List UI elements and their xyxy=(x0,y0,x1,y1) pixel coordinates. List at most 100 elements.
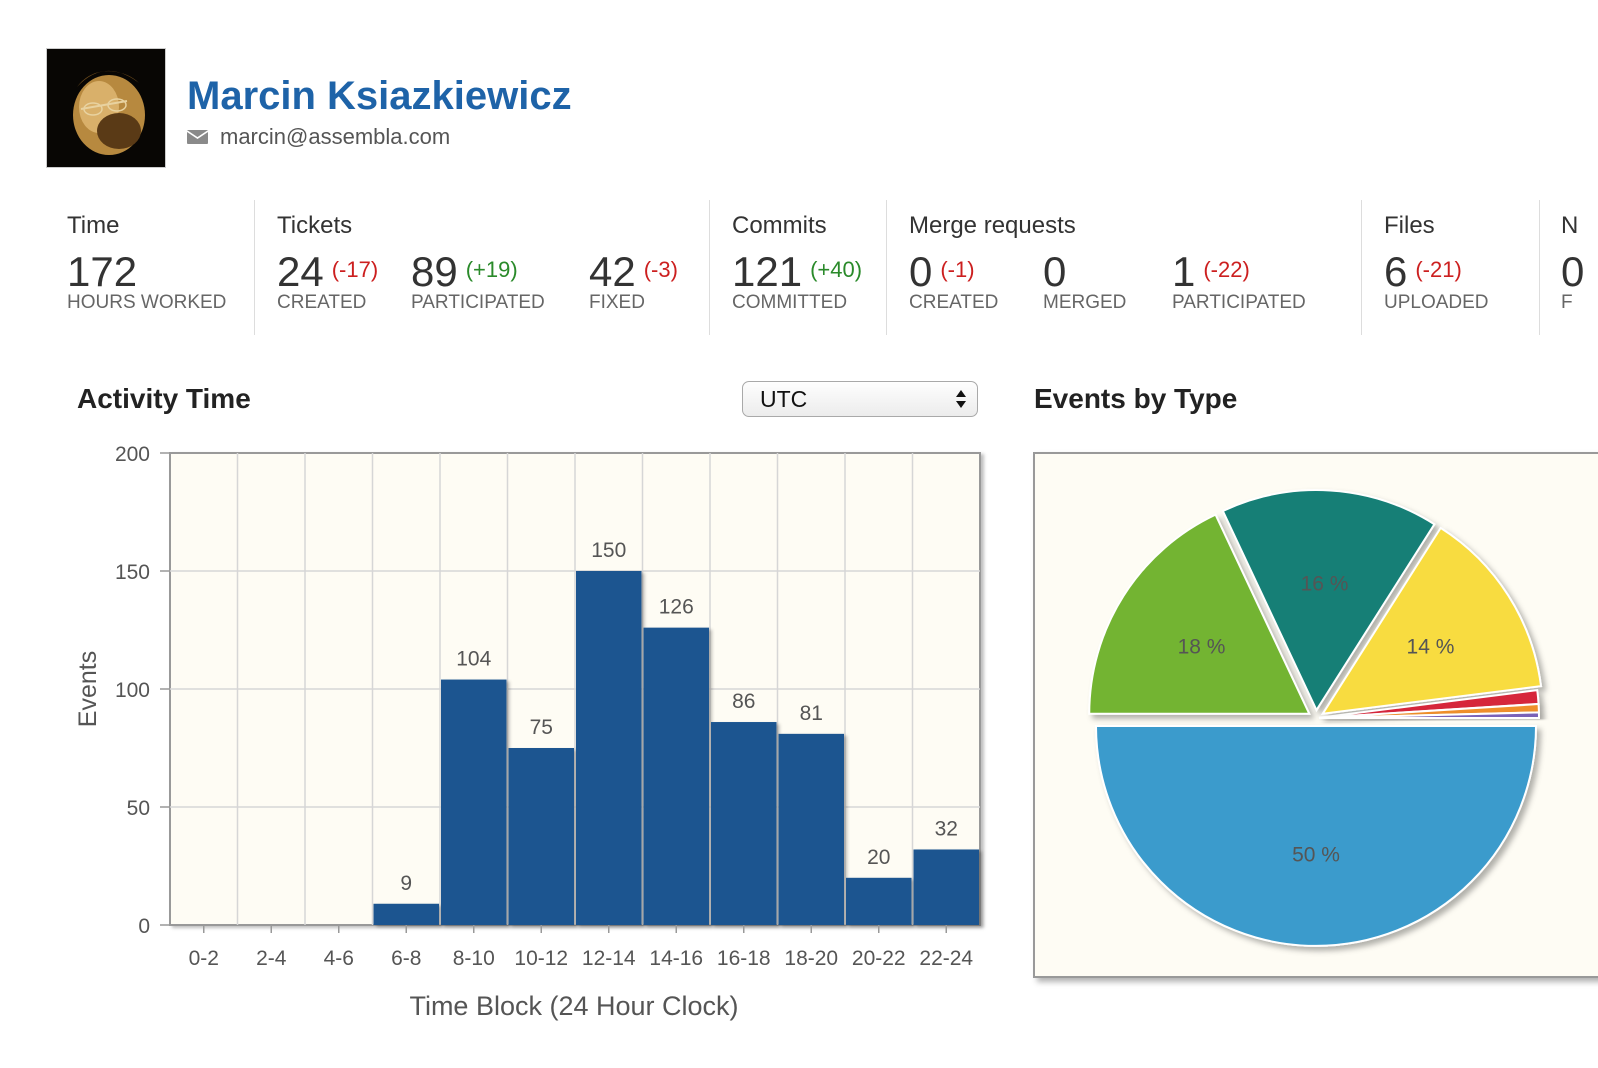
stat-value: 6 xyxy=(1384,248,1408,295)
stat-value: 0 xyxy=(909,248,933,295)
stat-delta: (-22) xyxy=(1203,257,1250,282)
activity-bar-chart: 9 104 75 150 126 86 81 20 32 0 50 100 150 200 0-2 2-4… xyxy=(74,443,981,1021)
x-tick-label: 14-16 xyxy=(649,947,703,970)
stat-value: 89 xyxy=(411,248,458,295)
x-tick-label: 0-2 xyxy=(189,947,219,970)
stat-label: FIXED xyxy=(589,292,645,313)
bar-18-20[interactable] xyxy=(778,733,845,925)
stat-title-time: Time xyxy=(67,212,120,239)
x-tick-label: 2-4 xyxy=(256,947,287,970)
x-axis: 0-2 2-4 4-6 6-8 8-10 10-12 12-14 14-16 16-18 18-2… xyxy=(189,925,973,970)
stat-files-uploaded[interactable]: 6 (-21) xyxy=(1384,248,1462,296)
stat-time-hours: 172 xyxy=(67,248,137,296)
x-tick-label: 8-10 xyxy=(453,947,495,970)
pie-slice[interactable] xyxy=(1318,711,1541,719)
stat-mr-merged[interactable]: 0 xyxy=(1043,248,1066,296)
stat-value: 0 xyxy=(1561,248,1585,295)
bar-20-22[interactable] xyxy=(846,877,912,925)
stat-delta: (+19) xyxy=(465,257,518,282)
pie-slice[interactable] xyxy=(1221,489,1436,713)
timezone-value: UTC xyxy=(760,386,808,412)
bar-value-label: 86 xyxy=(732,690,755,713)
stat-divider xyxy=(1539,200,1540,335)
x-axis-title: Time Block (24 Hour Clock) xyxy=(409,991,738,1021)
avatar[interactable] xyxy=(46,48,166,168)
x-tick-label: 10-12 xyxy=(514,947,568,970)
stat-tickets-participated[interactable]: 89 (+19) xyxy=(411,248,518,296)
activity-time-title: Activity Time xyxy=(77,383,251,414)
stat-value: 1 xyxy=(1172,248,1196,295)
bar-22-24[interactable] xyxy=(913,849,980,925)
stat-label: PARTICIPATED xyxy=(411,292,545,313)
stat-cutoff-item[interactable]: 0 xyxy=(1561,248,1584,296)
pie-slice-label: 18 % xyxy=(1178,635,1226,658)
bar-value-label: 9 xyxy=(400,872,412,895)
events-by-type-title: Events by Type xyxy=(1034,383,1238,414)
stat-title-merge-requests: Merge requests xyxy=(909,212,1076,239)
y-tick-label: 0 xyxy=(138,915,150,938)
stat-divider xyxy=(709,200,710,335)
stat-tickets-fixed[interactable]: 42 (-3) xyxy=(589,248,678,296)
stats-bar: Time 172 HOURS WORKED Tickets 24 (-17) CR… xyxy=(0,200,1598,335)
bar-value-label: 81 xyxy=(800,702,823,725)
stat-mr-participated[interactable]: 1 (-22) xyxy=(1172,248,1250,296)
select-arrows-icon xyxy=(956,390,966,408)
stat-divider xyxy=(1361,200,1362,335)
pie-slice[interactable] xyxy=(1094,725,1538,947)
bar-value-label: 32 xyxy=(935,817,958,840)
envelope-icon xyxy=(187,130,208,144)
y-tick-label: 200 xyxy=(115,443,150,466)
x-tick-label: 18-20 xyxy=(784,947,838,970)
timezone-select[interactable]: UTC xyxy=(742,381,978,417)
bar-value-label: 126 xyxy=(659,596,694,619)
y-tick-label: 50 xyxy=(127,797,150,820)
bar-14-16[interactable] xyxy=(643,627,710,925)
user-name[interactable]: Marcin Ksiazkiewicz xyxy=(187,74,572,118)
stat-delta: (-17) xyxy=(331,257,379,282)
x-tick-label: 6-8 xyxy=(391,947,421,970)
x-tick-label: 22-24 xyxy=(919,947,973,970)
bar-12-14[interactable] xyxy=(576,571,642,925)
pie-slice-label: 50 % xyxy=(1292,844,1340,867)
y-tick-label: 100 xyxy=(115,679,150,702)
bar-6-8[interactable] xyxy=(373,903,440,925)
stat-mr-created[interactable]: 0 (-1) xyxy=(909,248,975,296)
stat-label: PARTICIPATED xyxy=(1172,292,1306,313)
bar-labels: 9 104 75 150 126 86 81 20 32 xyxy=(400,539,958,895)
x-tick-label: 20-22 xyxy=(852,947,906,970)
stat-label: MERGED xyxy=(1043,292,1127,313)
y-axis: 0 50 100 150 200 xyxy=(115,443,170,938)
bar-value-label: 20 xyxy=(867,846,890,869)
avatar-photo xyxy=(47,49,165,167)
stat-value: 172 xyxy=(67,248,138,295)
pie-slice[interactable] xyxy=(1320,526,1543,715)
pie-labels: 50 % 18 % 16 % 14 % xyxy=(1178,573,1455,867)
bar-16-18[interactable] xyxy=(711,722,777,925)
x-tick-label: 12-14 xyxy=(582,947,636,970)
stat-commits-committed[interactable]: 121 (+40) xyxy=(732,248,862,296)
stat-tickets-created[interactable]: 24 (-17) xyxy=(277,248,378,296)
stat-label: CREATED xyxy=(909,292,999,313)
stat-title-files: Files xyxy=(1384,212,1435,239)
stat-label: COMMITTED xyxy=(732,292,848,313)
bar-8-10[interactable] xyxy=(441,679,507,925)
email-row: marcin@assembla.com xyxy=(187,124,450,150)
user-email[interactable]: marcin@assembla.com xyxy=(220,124,451,149)
bar-10-12[interactable] xyxy=(508,748,575,925)
pie-slice[interactable] xyxy=(1088,513,1311,715)
stat-title-tickets: Tickets xyxy=(277,212,353,239)
stat-value: 24 xyxy=(277,248,324,295)
x-tick-label: 16-18 xyxy=(717,947,771,970)
stat-value: 42 xyxy=(589,248,636,295)
stat-delta: (-3) xyxy=(643,257,678,282)
stat-label: F xyxy=(1561,292,1573,313)
bars xyxy=(373,571,980,925)
stat-label: HOURS WORKED xyxy=(67,292,227,313)
stat-label: CREATED xyxy=(277,292,367,313)
stat-delta: (-21) xyxy=(1415,257,1462,282)
y-axis-title: Events xyxy=(74,651,102,727)
y-tick-label: 150 xyxy=(115,561,150,584)
events-pie-chart: 50 % 18 % 16 % 14 % xyxy=(1033,452,1598,978)
bar-value-label: 150 xyxy=(591,539,626,562)
stat-label: UPLOADED xyxy=(1384,292,1489,313)
